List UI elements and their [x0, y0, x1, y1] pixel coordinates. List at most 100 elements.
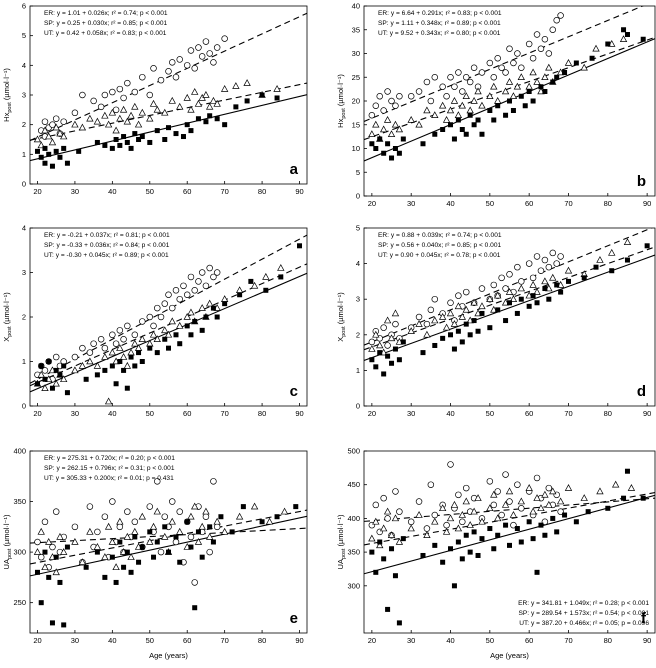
data-point-circle [198, 269, 206, 276]
regression-annotation: ER: y = 6.64 + 0.291x; r² = 0.83; p < 0.… [378, 10, 502, 17]
data-point-triangle [33, 135, 42, 143]
data-point-square [440, 127, 446, 132]
data-point-circle [427, 481, 435, 488]
data-point-square [621, 27, 627, 33]
data-point-square [585, 509, 591, 515]
data-point-triangle [466, 106, 474, 114]
data-point-triangle [501, 500, 510, 508]
data-point-triangle [108, 537, 117, 545]
data-point-circle [176, 295, 183, 303]
data-point-circle [533, 474, 541, 482]
y-tick-label: 400 [13, 447, 26, 456]
data-point-triangle [71, 366, 79, 374]
data-point-square [471, 318, 477, 324]
data-point-triangle [395, 125, 404, 133]
x-tick-label: 50 [486, 199, 494, 208]
data-point-triangle [462, 305, 470, 313]
data-point-square [510, 108, 516, 113]
data-point-square [102, 367, 108, 373]
data-point-square [192, 318, 198, 324]
y-tick-label: 30 [352, 49, 360, 58]
data-point-triangle [101, 353, 109, 360]
data-point-circle [146, 503, 154, 510]
data-point-square [471, 122, 477, 128]
data-point-square [117, 142, 123, 148]
data-point-circle [462, 73, 470, 81]
data-point-circle [549, 249, 557, 257]
data-point-square [534, 300, 540, 306]
data-point-triangle [60, 132, 68, 140]
data-point-triangle [450, 96, 459, 104]
y-label-main: X [2, 337, 11, 342]
y-tick-label: 40 [352, 2, 360, 11]
data-point-circle [116, 523, 124, 531]
data-point-circle [455, 292, 462, 299]
data-point-square [550, 79, 556, 85]
y-axis-label: Hxpost (µmol·l⁻¹) [336, 74, 347, 128]
data-point-square [139, 134, 145, 140]
data-point-circle [415, 88, 423, 95]
data-point-triangle [93, 361, 102, 369]
data-point-square [184, 323, 190, 329]
data-point-circle [455, 491, 462, 499]
data-point-square [34, 569, 40, 575]
data-point-triangle [45, 537, 53, 545]
data-point-circle [120, 336, 127, 343]
data-point-triangle [86, 114, 94, 122]
data-point-triangle [442, 323, 451, 331]
y-tick-label: 5 [22, 31, 26, 40]
data-point-circle [380, 107, 387, 114]
data-point-triangle [490, 82, 498, 90]
data-point-triangle [509, 511, 518, 518]
data-point-triangle [619, 35, 628, 43]
data-point-circle [384, 515, 391, 522]
data-point-triangle [116, 517, 124, 525]
data-point-circle [533, 31, 541, 38]
x-tick-label: 90 [295, 636, 303, 645]
data-point-square [573, 519, 579, 525]
data-point-circle [423, 78, 431, 86]
regression-annotation: UT: y = 0.42 + 0.058x; r² = 0.83; p < 0.… [44, 30, 167, 37]
data-point-square [396, 620, 402, 626]
data-point-square [124, 549, 130, 555]
x-tick-label: 80 [258, 187, 266, 196]
data-point-circle [368, 338, 376, 346]
data-point-square [448, 546, 454, 552]
data-point-square [34, 148, 40, 154]
data-point-circle [431, 73, 439, 81]
data-point-circle [439, 83, 446, 90]
data-point-triangle [71, 120, 79, 128]
data-point-triangle [450, 320, 459, 327]
data-point-square [53, 367, 59, 373]
data-point-triangle [391, 514, 400, 522]
fit-line-triangle [364, 246, 655, 351]
data-point-triangle [478, 302, 486, 310]
data-point-square [389, 546, 395, 552]
data-point-square [42, 145, 48, 151]
data-point-square [589, 55, 595, 61]
data-point-circle [427, 97, 435, 105]
panel-e: 20 30 40 50 60 70 80 90 250 300 350 400 UApost (µmol… [2, 447, 308, 660]
data-point-square [467, 112, 473, 118]
data-point-square [491, 117, 497, 123]
data-point-square [259, 92, 265, 98]
data-point-triangle [627, 484, 636, 491]
data-point-triangle [423, 531, 431, 539]
data-point-triangle [146, 537, 154, 545]
data-point-triangle [438, 101, 447, 109]
data-point-triangle [494, 514, 502, 522]
data-point-circle [498, 274, 505, 282]
data-point-square [136, 350, 142, 356]
y-label-sub: post [341, 548, 347, 559]
y-label-sub: post [7, 326, 13, 337]
data-point-circle [494, 488, 501, 495]
data-point-square [507, 300, 512, 306]
regression-annotation: SP: y = -0.33 + 0.036x; r² = 0.84; p < 0… [44, 242, 170, 249]
data-point-triangle [368, 130, 376, 137]
data-point-triangle [78, 558, 87, 565]
data-point-circle [71, 353, 79, 361]
data-point-square [554, 282, 560, 288]
x-tick-label: 60 [183, 409, 191, 418]
data-point-square [34, 381, 40, 387]
data-point-circle [213, 523, 221, 531]
